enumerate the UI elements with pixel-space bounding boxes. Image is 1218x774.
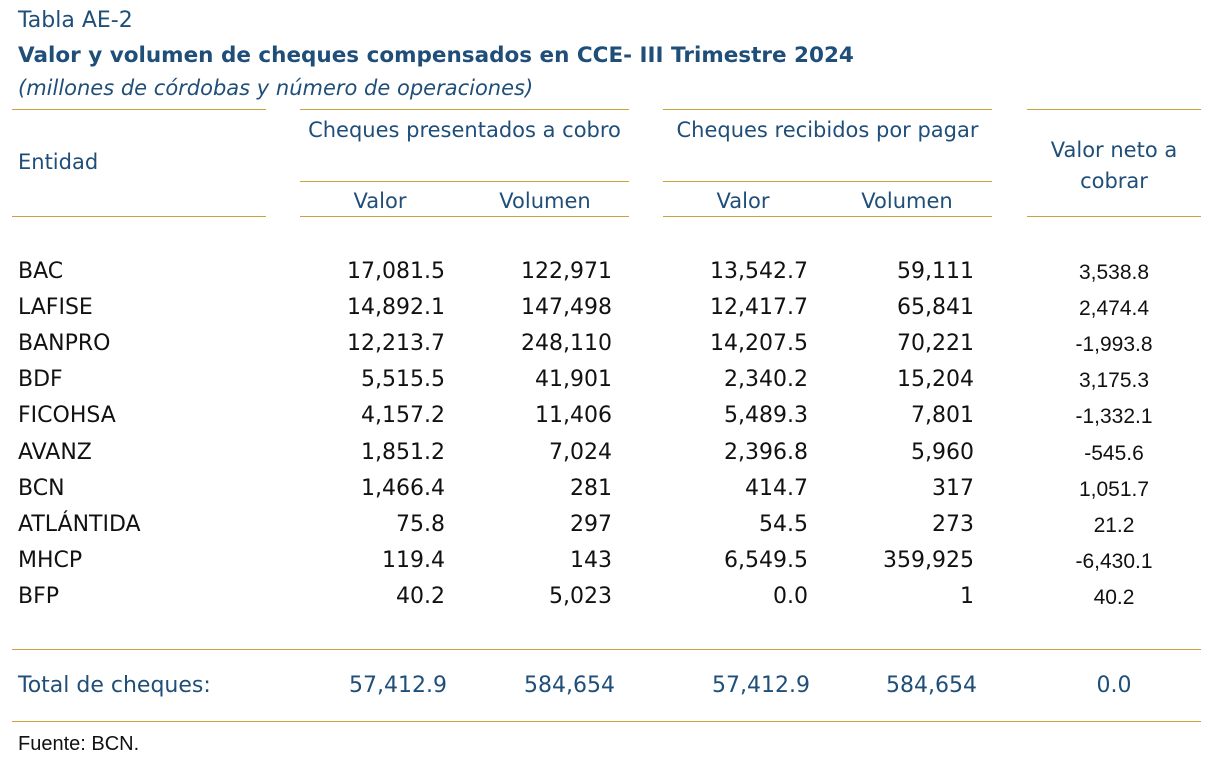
cell-entity: BAC: [18, 259, 64, 284]
cell-received-volume: 359,925: [883, 548, 974, 573]
cell-received-volume: 5,960: [911, 440, 974, 465]
cell-presented-value: 1,466.4: [361, 476, 445, 501]
cell-received-value: 54.5: [759, 512, 808, 537]
cell-presented-value: 1,851.2: [361, 440, 445, 465]
source-note: Fuente: BCN.: [18, 733, 140, 755]
cell-received-value: 0.0: [773, 584, 808, 609]
header-top-rule: [663, 109, 992, 110]
subheader-value: Valor: [716, 189, 770, 213]
cell-net-value: 40.2: [1093, 586, 1135, 609]
cell-presented-volume: 122,971: [521, 259, 612, 284]
cell-presented-value: 12,213.7: [347, 331, 445, 356]
cell-net-value: -545.6: [1084, 442, 1144, 465]
subheader-volume: Volumen: [499, 189, 591, 213]
header-top-rule: [1027, 109, 1201, 110]
cell-presented-value: 119.4: [382, 548, 445, 573]
header-bottom-rule: [1027, 216, 1201, 217]
header-top-rule: [12, 109, 266, 110]
group-rule: [663, 181, 992, 182]
cell-received-value: 14,207.5: [710, 331, 808, 356]
cell-presented-volume: 248,110: [521, 331, 612, 356]
cell-net-value: -1,332.1: [1075, 405, 1153, 428]
subheader-volume: Volumen: [861, 189, 953, 213]
cell-received-volume: 59,111: [897, 259, 974, 284]
cell-entity: AVANZ: [18, 440, 92, 465]
column-header-net: Valor neto a cobrar: [1050, 138, 1178, 193]
column-group-presented: Cheques presentados a cobro: [308, 118, 621, 142]
cell-received-volume: 317: [932, 476, 974, 501]
cell-received-volume: 15,204: [897, 367, 974, 392]
cell-received-value: 2,340.2: [724, 367, 808, 392]
cell-net-value: 3,175.3: [1078, 369, 1150, 392]
total-received-volume: 584,654: [886, 673, 977, 698]
cell-presented-volume: 41,901: [535, 367, 612, 392]
cell-presented-value: 4,157.2: [361, 403, 445, 428]
cell-entity: ATLÁNTIDA: [18, 512, 141, 537]
cell-entity: BCN: [18, 476, 65, 501]
cell-entity: BANPRO: [18, 331, 111, 356]
subheader-value: Valor: [353, 189, 407, 213]
cell-received-value: 6,549.5: [724, 548, 808, 573]
cell-net-value: 3,538.8: [1078, 261, 1150, 284]
table-subtitle: (millones de córdobas y número de operac…: [18, 76, 534, 100]
cell-presented-volume: 147,498: [521, 295, 612, 320]
cell-presented-value: 75.8: [396, 512, 445, 537]
cell-presented-value: 40.2: [396, 584, 445, 609]
cell-received-value: 12,417.7: [710, 295, 808, 320]
cell-received-volume: 7,801: [911, 403, 974, 428]
total-label: Total de cheques:: [18, 673, 211, 698]
cell-received-volume: 273: [932, 512, 974, 537]
cell-entity: LAFISE: [18, 295, 93, 320]
header-bottom-rule: [300, 216, 629, 217]
cell-received-value: 5,489.3: [724, 403, 808, 428]
cell-entity: BDF: [18, 367, 63, 392]
table-label: Tabla AE-2: [18, 8, 133, 33]
total-top-rule: [12, 649, 1201, 650]
cell-received-value: 414.7: [745, 476, 808, 501]
cell-presented-value: 17,081.5: [347, 259, 445, 284]
cell-presented-volume: 281: [570, 476, 612, 501]
cell-net-value: 1,051.7: [1078, 478, 1150, 501]
total-bottom-rule: [12, 721, 1201, 722]
total-net: 0.0: [1096, 673, 1132, 698]
cell-presented-volume: 297: [570, 512, 612, 537]
cell-presented-volume: 11,406: [535, 403, 612, 428]
column-group-received: Cheques recibidos por pagar: [676, 118, 979, 142]
total-presented-value: 57,412.9: [349, 673, 447, 698]
cell-presented-volume: 7,024: [549, 440, 612, 465]
cell-received-value: 13,542.7: [710, 259, 808, 284]
total-received-value: 57,412.9: [712, 673, 810, 698]
cell-entity: BFP: [18, 584, 60, 609]
cell-net-value: -6,430.1: [1075, 550, 1153, 573]
cell-presented-value: 5,515.5: [361, 367, 445, 392]
cell-received-volume: 1: [960, 584, 974, 609]
cell-net-value: -1,993.8: [1075, 333, 1153, 356]
total-presented-volume: 584,654: [524, 673, 615, 698]
cell-net-value: 21.2: [1093, 514, 1135, 537]
cell-presented-volume: 143: [570, 548, 612, 573]
cell-presented-volume: 5,023: [549, 584, 612, 609]
column-header-entity: Entidad: [18, 150, 99, 174]
header-bottom-rule: [663, 216, 992, 217]
cell-presented-value: 14,892.1: [347, 295, 445, 320]
cell-received-volume: 70,221: [897, 331, 974, 356]
table-title: Valor y volumen de cheques compensados e…: [18, 43, 854, 68]
cell-received-value: 2,396.8: [724, 440, 808, 465]
cell-entity: FICOHSA: [18, 403, 116, 428]
cell-net-value: 2,474.4: [1078, 297, 1150, 320]
cell-entity: MHCP: [18, 548, 83, 573]
group-rule: [300, 181, 629, 182]
cell-received-volume: 65,841: [897, 295, 974, 320]
header-top-rule: [300, 109, 629, 110]
header-bottom-rule: [12, 216, 266, 217]
